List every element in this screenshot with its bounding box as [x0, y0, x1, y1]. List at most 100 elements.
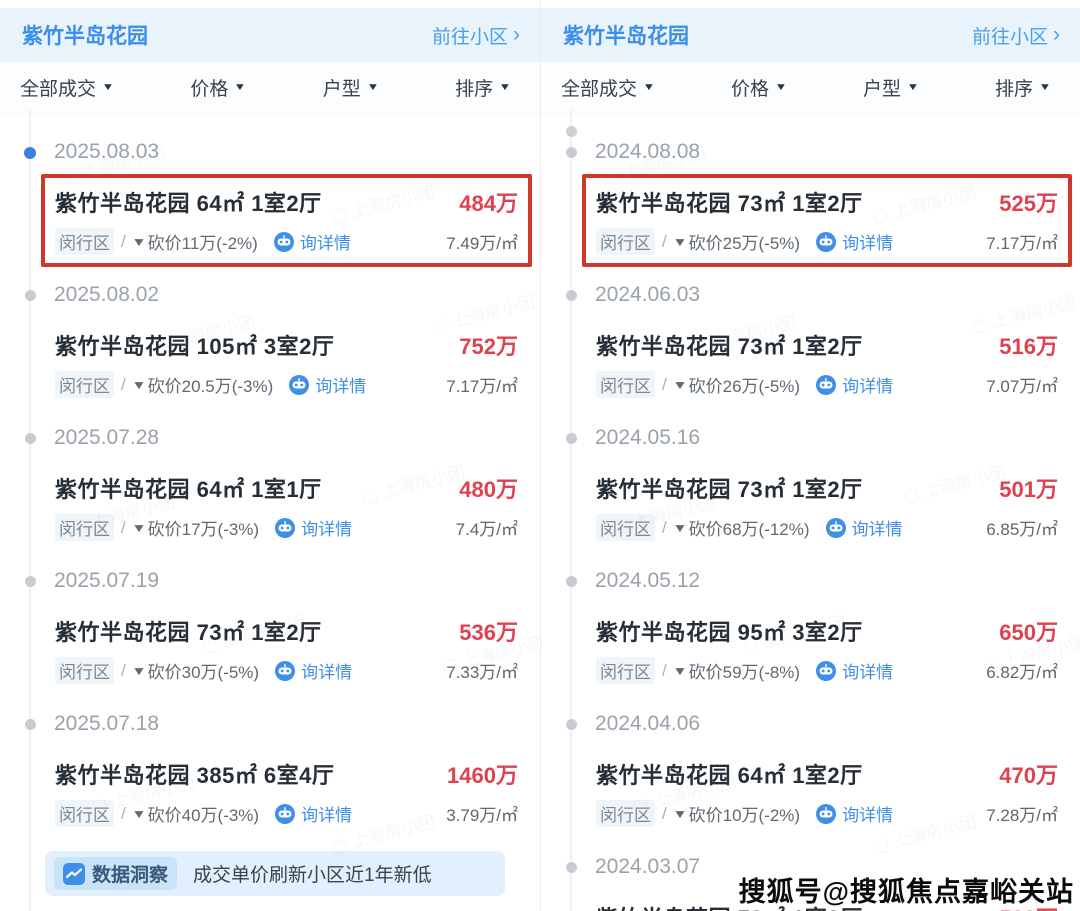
- price-cut-arrow-icon: ▼: [130, 377, 147, 392]
- price-cut-label: 砍价25万(-5%): [688, 234, 801, 253]
- price-cut-label: 砍价26万(-5%): [688, 377, 801, 396]
- timeline-dot: [566, 576, 577, 587]
- filter-label: 价格: [190, 79, 229, 100]
- entry-date: 2024.05.12: [595, 569, 701, 592]
- filter-label: 全部成交: [561, 79, 638, 100]
- listing-title: 紫竹半岛花园 73㎡ 1室2厅: [596, 191, 863, 216]
- inquiry-label: 询详情: [851, 520, 903, 539]
- chat-robot-icon: [275, 517, 296, 538]
- transaction-entry: 2024.04.06 紫竹半岛花园 64㎡ 1室2厅 470万 闵行区 / ▼ …: [541, 712, 1080, 839]
- entry-date: 2025.08.02: [54, 283, 160, 306]
- chat-robot-icon: [816, 374, 837, 395]
- listing-card[interactable]: 紫竹半岛花园 73㎡ 1室2厅 523万 闵行区 / ▼ 砍价32万(-6%) …: [582, 889, 1072, 911]
- listing-card[interactable]: 紫竹半岛花园 385㎡ 6室4厅 1460万 闵行区 / ▼ 砍价40万(-3%…: [41, 746, 532, 839]
- inquiry-button[interactable]: 询详情: [275, 658, 352, 683]
- transaction-entry: 2024.03.07 紫竹半岛花园 73㎡ 1室2厅 523万 闵行区 / ▼ …: [541, 855, 1080, 911]
- timeline-dot: [566, 290, 577, 301]
- inquiry-button[interactable]: 询详情: [275, 515, 352, 540]
- price-cut-arrow-icon: ▼: [130, 806, 147, 821]
- transaction-entry: 2025.08.03 紫竹半岛花园 64㎡ 1室2厅 484万 闵行区 / ▼ …: [0, 140, 540, 267]
- listing-title: 紫竹半岛花园 64㎡ 1室2厅: [55, 191, 322, 216]
- community-title: 紫竹半岛花园: [563, 25, 689, 48]
- district-label: 闵行区: [596, 228, 655, 255]
- unit-price: 7.17万/㎡: [986, 234, 1058, 253]
- price-cut-arrow-icon: ▼: [671, 663, 688, 678]
- listing-card[interactable]: 紫竹半岛花园 64㎡ 1室1厅 480万 闵行区 / ▼ 砍价17万(-3%) …: [41, 460, 532, 553]
- chat-robot-icon: [816, 803, 837, 824]
- inquiry-label: 询详情: [842, 806, 894, 825]
- listing-card[interactable]: 紫竹半岛花园 95㎡ 3室2厅 650万 闵行区 / ▼ 砍价59万(-8%) …: [582, 603, 1072, 696]
- price-cut-label: 砍价17万(-3%): [147, 520, 260, 539]
- dropdown-caret-icon: ▼: [906, 82, 920, 93]
- filter-deal-type[interactable]: 全部成交 ▼: [561, 74, 656, 101]
- listing-card[interactable]: 紫竹半岛花园 64㎡ 1室2厅 484万 闵行区 / ▼ 砍价11万(-2%) …: [41, 174, 532, 267]
- dropdown-caret-icon: ▼: [366, 82, 380, 93]
- transaction-entry: 2024.05.12 紫竹半岛花园 95㎡ 3室2厅 650万 闵行区 / ▼ …: [541, 569, 1080, 696]
- inquiry-button[interactable]: 询详情: [825, 515, 903, 540]
- unit-price: 3.79万/㎡: [446, 806, 518, 825]
- entry-date: 2025.07.28: [54, 426, 160, 449]
- inquiry-button[interactable]: 询详情: [275, 801, 352, 826]
- district-label: 闵行区: [55, 657, 114, 684]
- inquiry-button[interactable]: 询详情: [816, 229, 893, 254]
- price-cut-arrow-icon: ▼: [130, 234, 147, 249]
- community-title: 紫竹半岛花园: [22, 25, 148, 48]
- timeline-dot: [25, 290, 36, 301]
- listing-title: 紫竹半岛花园 73㎡ 1室2厅: [596, 901, 863, 911]
- filter-label: 全部成交: [20, 79, 97, 100]
- separator: /: [121, 374, 126, 394]
- listing-card[interactable]: 紫竹半岛花园 64㎡ 1室2厅 470万 闵行区 / ▼ 砍价10万(-2%) …: [582, 746, 1072, 839]
- unit-price: 6.85万/㎡: [986, 520, 1058, 539]
- listing-price: 536万: [459, 620, 518, 645]
- price-cut-arrow-icon: ▼: [671, 520, 688, 535]
- price-cut-arrow-icon: ▼: [671, 377, 688, 392]
- filter-sort[interactable]: 排序 ▼: [455, 74, 512, 101]
- listing-price: 650万: [999, 620, 1058, 645]
- listing-card[interactable]: 紫竹半岛花园 73㎡ 1室2厅 536万 闵行区 / ▼ 砍价30万(-5%) …: [41, 603, 532, 696]
- listing-card[interactable]: 紫竹半岛花园 73㎡ 1室2厅 525万 闵行区 / ▼ 砍价25万(-5%) …: [582, 174, 1072, 267]
- dropdown-caret-icon: ▼: [774, 82, 788, 93]
- filter-price[interactable]: 价格 ▼: [731, 74, 788, 101]
- listing-card[interactable]: 紫竹半岛花园 73㎡ 1室2厅 516万 闵行区 / ▼ 砍价26万(-5%) …: [582, 317, 1072, 410]
- listing-card[interactable]: 紫竹半岛花园 73㎡ 1室2厅 501万 闵行区 / ▼ 砍价68万(-12%)…: [582, 460, 1072, 553]
- unit-price: 7.4万/㎡: [455, 520, 518, 539]
- filter-layout[interactable]: 户型 ▼: [323, 74, 380, 101]
- inquiry-label: 询详情: [842, 663, 894, 682]
- inquiry-button[interactable]: 询详情: [816, 372, 893, 397]
- separator: /: [121, 517, 126, 537]
- filter-sort[interactable]: 排序 ▼: [995, 74, 1052, 101]
- goto-community-label: 前往小区: [971, 26, 1048, 48]
- listing-card[interactable]: 紫竹半岛花园 105㎡ 3室2厅 752万 闵行区 / ▼ 砍价20.5万(-3…: [41, 317, 532, 410]
- inquiry-button[interactable]: 询详情: [273, 229, 351, 254]
- filter-bar: 全部成交 ▼ 价格 ▼ 户型 ▼ 排序 ▼: [0, 62, 540, 114]
- listing-price: 480万: [459, 477, 518, 502]
- filter-price[interactable]: 价格 ▼: [190, 74, 246, 101]
- unit-price: 7.49万/㎡: [446, 234, 518, 253]
- goto-community-link[interactable]: 前往小区 ›: [972, 22, 1060, 49]
- listing-price: 1460万: [447, 763, 518, 788]
- inquiry-label: 询详情: [315, 377, 367, 396]
- filter-deal-type[interactable]: 全部成交 ▼: [20, 74, 114, 101]
- inquiry-button[interactable]: 询详情: [816, 658, 893, 683]
- dropdown-caret-icon: ▼: [498, 82, 512, 93]
- goto-community-link[interactable]: 前往小区 ›: [432, 22, 520, 49]
- timeline-dot: [25, 719, 36, 730]
- district-label: 闵行区: [55, 228, 114, 255]
- district-label: 闵行区: [596, 371, 655, 398]
- inquiry-label: 询详情: [301, 520, 353, 539]
- district-label: 闵行区: [55, 514, 114, 541]
- listing-title: 紫竹半岛花园 105㎡ 3室2厅: [55, 334, 335, 359]
- listing-price: 516万: [999, 334, 1058, 359]
- chat-robot-icon: [289, 374, 310, 395]
- inquiry-label: 询详情: [299, 234, 351, 253]
- price-cut-label: 砍价10万(-2%): [688, 806, 801, 825]
- timeline-dot: [24, 147, 36, 159]
- separator: /: [662, 374, 667, 394]
- dropdown-caret-icon: ▼: [642, 82, 656, 93]
- inquiry-button[interactable]: 询详情: [289, 372, 366, 397]
- filter-label: 户型: [863, 79, 902, 100]
- filter-layout[interactable]: 户型 ▼: [863, 74, 920, 101]
- dropdown-caret-icon: ▼: [1038, 82, 1052, 93]
- inquiry-button[interactable]: 询详情: [816, 801, 893, 826]
